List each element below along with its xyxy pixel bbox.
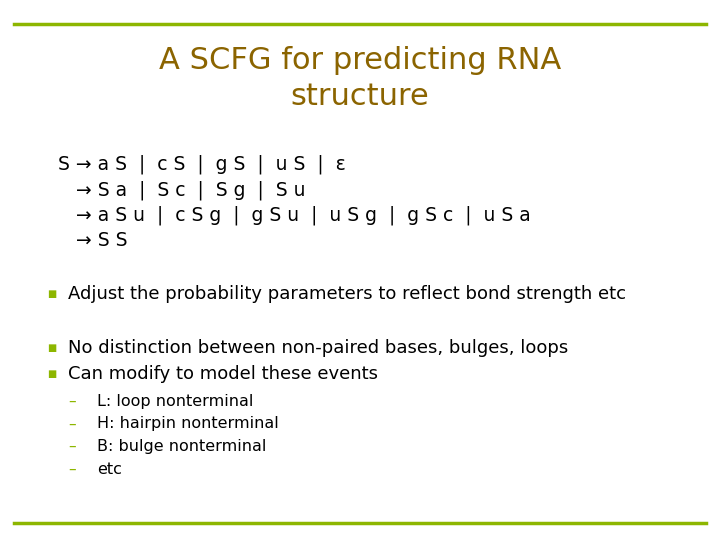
Text: B: bulge nonterminal: B: bulge nonterminal [97, 439, 266, 454]
Text: –: – [68, 416, 76, 431]
Text: ■: ■ [47, 289, 56, 299]
Text: Adjust the probability parameters to reflect bond strength etc: Adjust the probability parameters to ref… [68, 285, 626, 303]
Text: No distinction between non-paired bases, bulges, loops: No distinction between non-paired bases,… [68, 339, 569, 357]
Text: S → a S  |  c S  |  g S  |  u S  |  ε: S → a S | c S | g S | u S | ε [58, 155, 346, 174]
Text: ■: ■ [47, 369, 56, 379]
Text: etc: etc [97, 462, 122, 477]
Text: –: – [68, 439, 76, 454]
Text: → a S u  |  c S g  |  g S u  |  u S g  |  g S c  |  u S a: → a S u | c S g | g S u | u S g | g S c … [58, 206, 531, 225]
Text: H: hairpin nonterminal: H: hairpin nonterminal [97, 416, 279, 431]
Text: → S S: → S S [58, 231, 127, 251]
Text: → S a  |  S c  |  S g  |  S u: → S a | S c | S g | S u [58, 180, 305, 200]
Text: –: – [68, 462, 76, 477]
Text: L: loop nonterminal: L: loop nonterminal [97, 394, 253, 409]
Text: ■: ■ [47, 343, 56, 353]
Text: –: – [68, 394, 76, 409]
Text: Can modify to model these events: Can modify to model these events [68, 364, 379, 383]
Text: A SCFG for predicting RNA
structure: A SCFG for predicting RNA structure [159, 46, 561, 111]
